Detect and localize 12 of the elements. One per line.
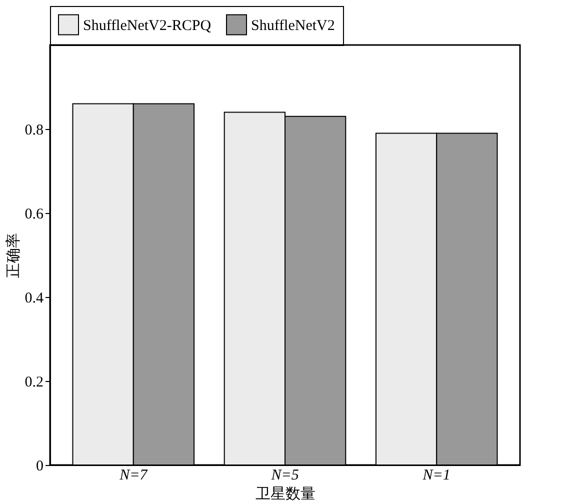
y-axis-title: 正确率 bbox=[4, 233, 22, 278]
legend-label: ShuffleNetV2-RCPQ bbox=[83, 18, 212, 34]
legend-label: ShuffleNetV2 bbox=[251, 18, 335, 34]
y-tick-label: 0.4 bbox=[24, 290, 44, 306]
y-tick-label: 0 bbox=[36, 458, 44, 474]
y-tick-label: 0.2 bbox=[24, 374, 44, 390]
x-tick-label: N=1 bbox=[422, 468, 450, 484]
y-tick-label: 0.8 bbox=[24, 122, 44, 138]
x-tick-label: N=5 bbox=[270, 468, 300, 484]
x-axis-title: 卫星数量 bbox=[256, 486, 316, 502]
y-tick-label: 0.6 bbox=[24, 206, 44, 222]
x-tick-label: N=7 bbox=[118, 468, 149, 484]
